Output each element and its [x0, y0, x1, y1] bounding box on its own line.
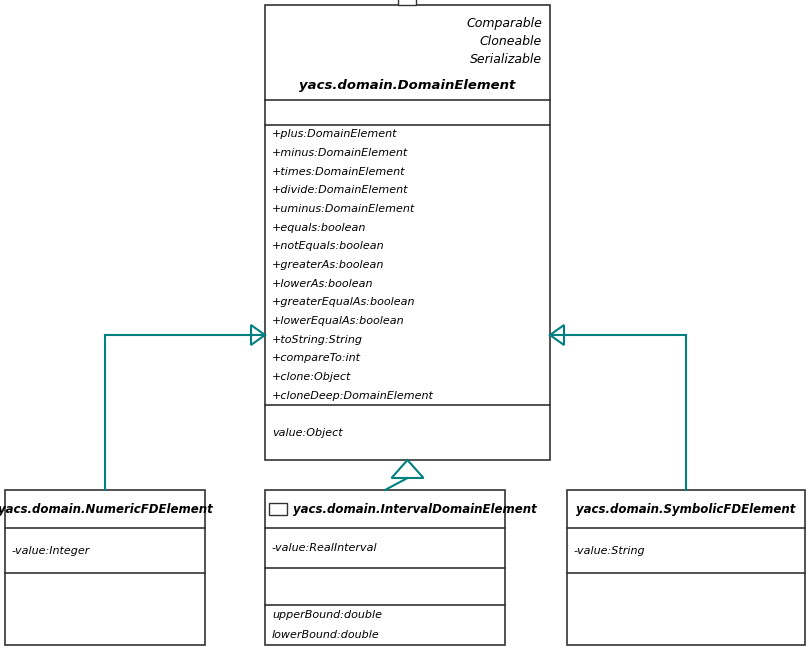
Text: +equals:boolean: +equals:boolean [272, 222, 366, 233]
Text: +toString:String: +toString:String [272, 335, 363, 345]
Text: +greaterAs:boolean: +greaterAs:boolean [272, 260, 384, 270]
Text: value:Object: value:Object [272, 428, 342, 438]
Text: +cloneDeep:DomainElement: +cloneDeep:DomainElement [272, 390, 433, 401]
Text: +clone:Object: +clone:Object [272, 372, 351, 382]
Text: yacs.domain.IntervalDomainElement: yacs.domain.IntervalDomainElement [293, 502, 536, 515]
Text: -value:String: -value:String [573, 545, 645, 555]
Bar [398, 0, 416, 5]
Text: +times:DomainElement: +times:DomainElement [272, 167, 405, 177]
Bar [264, 5, 549, 460]
Text: yacs.domain.DomainElement: yacs.domain.DomainElement [299, 80, 515, 92]
Text: +compareTo:int: +compareTo:int [272, 353, 361, 364]
Text: lowerBound:double: lowerBound:double [272, 630, 380, 640]
Text: +lowerEqualAs:boolean: +lowerEqualAs:boolean [272, 316, 404, 326]
Text: +notEquals:boolean: +notEquals:boolean [272, 241, 384, 251]
Text: +greaterEqualAs:boolean: +greaterEqualAs:boolean [272, 298, 415, 307]
Text: -value:Integer: -value:Integer [12, 545, 90, 555]
Bar [264, 490, 504, 645]
Text: +divide:DomainElement: +divide:DomainElement [272, 185, 408, 196]
Text: yacs.domain.SymbolicFDElement: yacs.domain.SymbolicFDElement [576, 502, 795, 515]
Text: Comparable
Cloneable
Serializable: Comparable Cloneable Serializable [466, 17, 541, 66]
Bar [566, 490, 804, 645]
Bar [5, 490, 204, 645]
Text: +minus:DomainElement: +minus:DomainElement [272, 148, 408, 158]
Bar [268, 503, 286, 515]
Text: yacs.domain.NumericFDElement: yacs.domain.NumericFDElement [0, 502, 212, 515]
Text: +uminus:DomainElement: +uminus:DomainElement [272, 204, 414, 214]
Text: +lowerAs:boolean: +lowerAs:boolean [272, 279, 373, 288]
Text: +plus:DomainElement: +plus:DomainElement [272, 129, 397, 139]
Text: upperBound:double: upperBound:double [272, 610, 381, 620]
Text: -value:RealInterval: -value:RealInterval [272, 543, 377, 553]
